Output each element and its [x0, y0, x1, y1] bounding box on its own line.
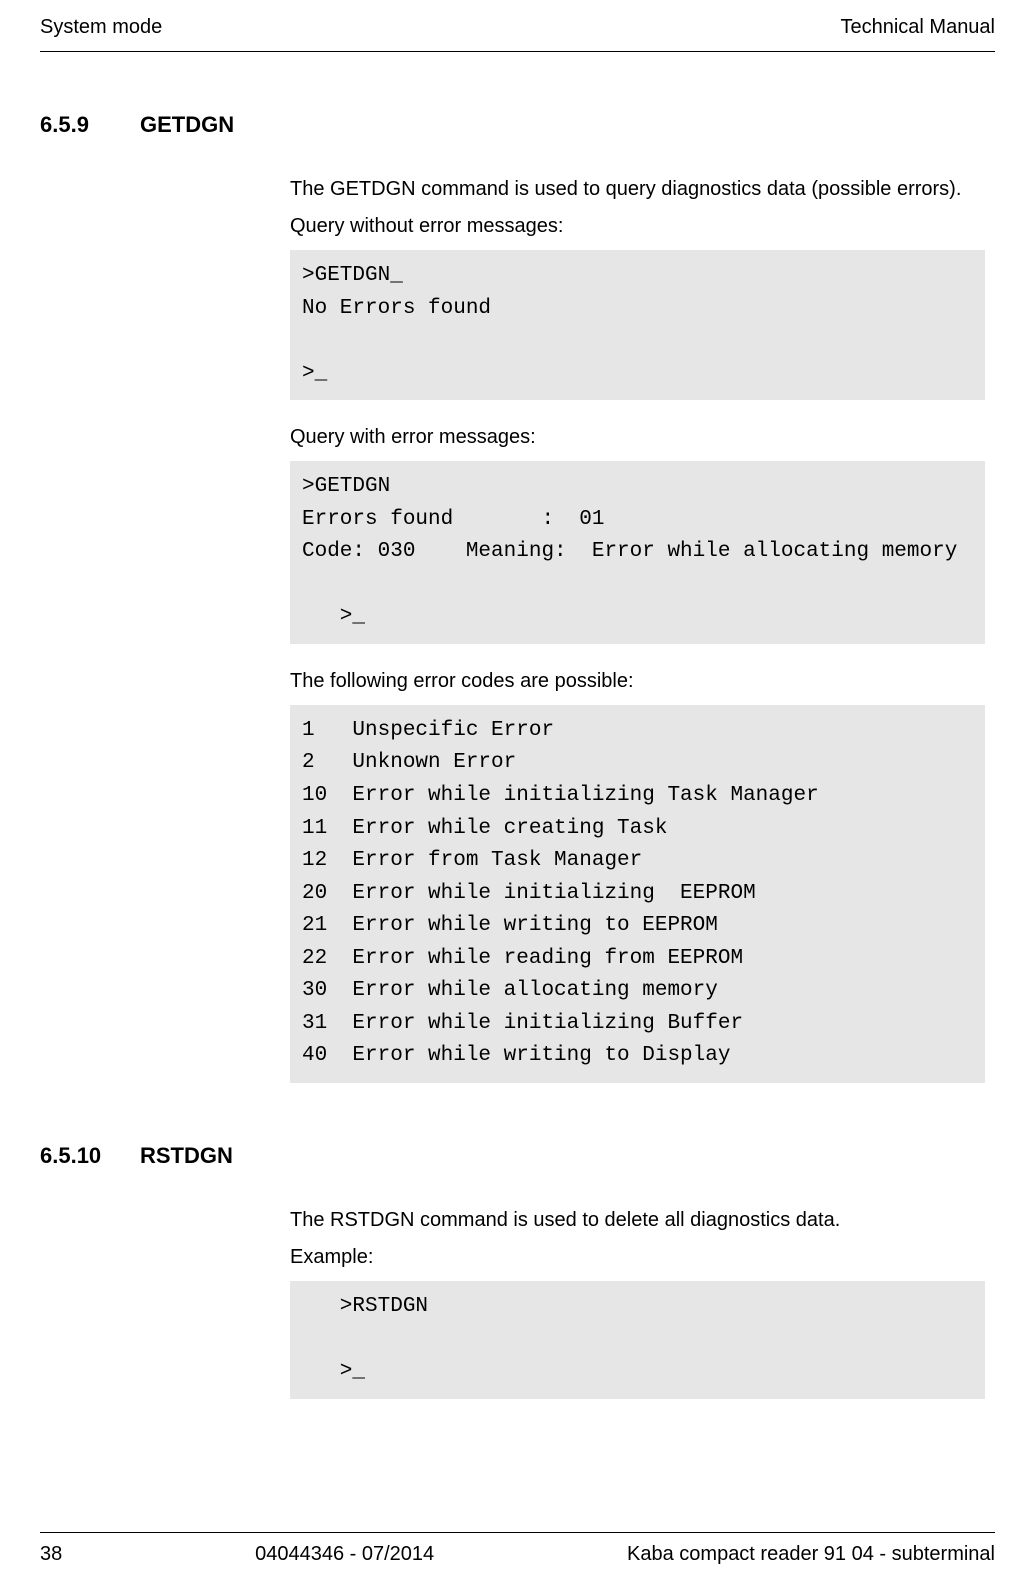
- code-block-example: >RSTDGN >_: [290, 1281, 985, 1399]
- section-heading-1: 6.5.9 GETDGN: [40, 112, 995, 138]
- code-block-no-error: >GETDGN_ No Errors found >_: [290, 250, 985, 400]
- footer-right: Kaba compact reader 91 04 - subterminal: [627, 1543, 995, 1566]
- section2-intro: The RSTDGN command is used to delete all…: [290, 1207, 985, 1234]
- code-block-with-error: >GETDGN Errors found : 01 Code: 030 Mean…: [290, 461, 985, 644]
- section1-with-error-label: Query with error messages:: [290, 424, 985, 451]
- section-title-2: RSTDGN: [140, 1143, 233, 1169]
- header-right: Technical Manual: [840, 16, 995, 39]
- section-heading-2: 6.5.10 RSTDGN: [40, 1143, 995, 1169]
- section1-intro: The GETDGN command is used to query diag…: [290, 176, 985, 203]
- section-body-2: The RSTDGN command is used to delete all…: [290, 1207, 985, 1399]
- section-body-1: The GETDGN command is used to query diag…: [290, 176, 985, 1083]
- section-title-1: GETDGN: [140, 112, 234, 138]
- section1-no-error-label: Query without error messages:: [290, 213, 985, 240]
- section1-error-codes-label: The following error codes are possible:: [290, 668, 985, 695]
- footer-center: 04044346 - 07/2014: [62, 1543, 627, 1566]
- page-footer: 38 04044346 - 07/2014 Kaba compact reade…: [40, 1532, 995, 1566]
- page-content: 6.5.9 GETDGN The GETDGN command is used …: [40, 52, 995, 1399]
- page-header: System mode Technical Manual: [40, 0, 995, 52]
- section-number-1: 6.5.9: [40, 112, 140, 138]
- section2-example-label: Example:: [290, 1244, 985, 1271]
- footer-page-number: 38: [40, 1543, 62, 1566]
- section-number-2: 6.5.10: [40, 1143, 140, 1169]
- header-left: System mode: [40, 16, 162, 39]
- code-block-error-codes: 1 Unspecific Error 2 Unknown Error 10 Er…: [290, 705, 985, 1083]
